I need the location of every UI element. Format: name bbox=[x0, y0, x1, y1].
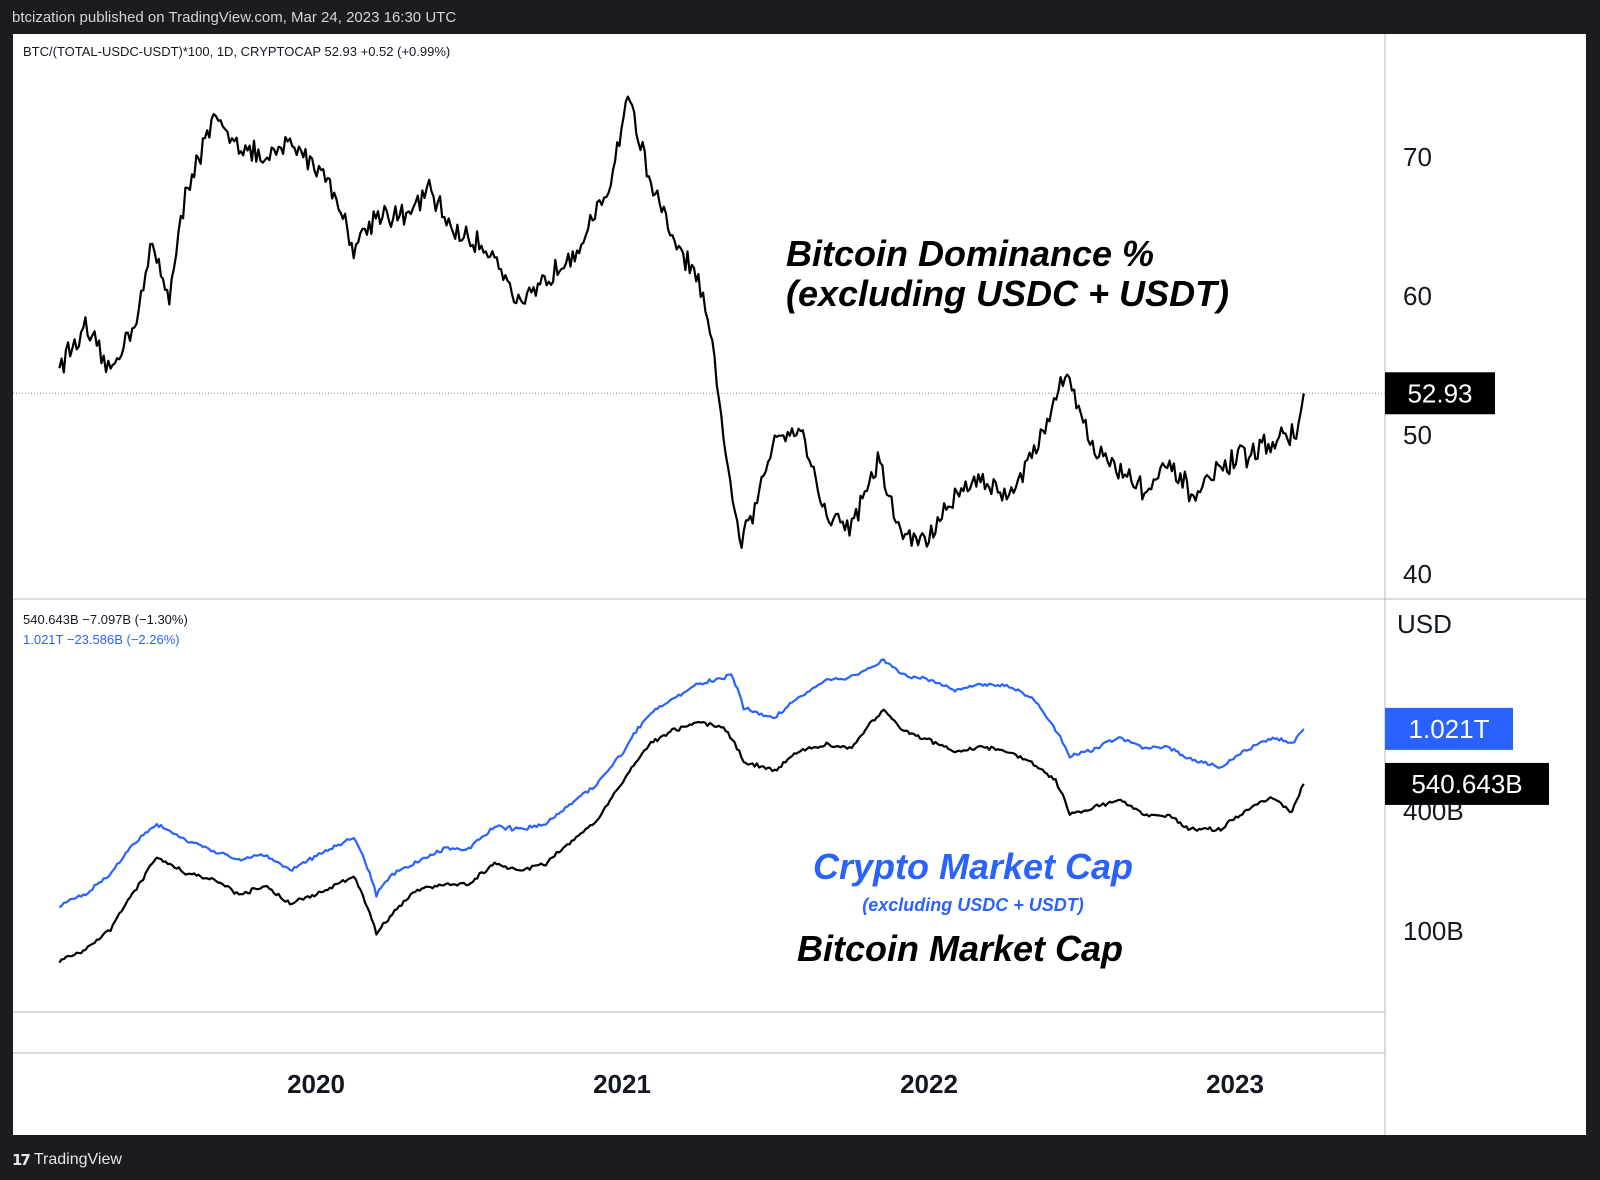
dominance-y-tick: 40 bbox=[1403, 559, 1432, 589]
chart-frame: BTC/(TOTAL-USDC-USDT)*100, 1D, CRYPTOCAP… bbox=[13, 34, 1586, 1135]
dominance-y-tick: 50 bbox=[1403, 420, 1432, 450]
total-market-cap-line bbox=[58, 658, 1305, 909]
time-axis[interactable]: 2020 2021 2022 2023 bbox=[287, 1069, 1264, 1099]
price-unit-label[interactable]: USD bbox=[1397, 609, 1452, 639]
total-cap-last-value-badge: 1.021T bbox=[1385, 707, 1513, 750]
chart-canvas[interactable]: BTC/(TOTAL-USDC-USDT)*100, 1D, CRYPTOCAP… bbox=[13, 34, 1586, 1135]
footer: 17 TradingView bbox=[12, 1148, 122, 1172]
time-tick: 2023 bbox=[1206, 1069, 1264, 1099]
dominance-y-tick: 70 bbox=[1403, 142, 1432, 172]
time-tick: 2021 bbox=[593, 1069, 651, 1099]
svg-text:1.021T: 1.021T bbox=[1409, 714, 1490, 744]
total-cap-subtitle: (excluding USDC + USDT) bbox=[862, 895, 1084, 915]
dominance-series-line bbox=[58, 95, 1305, 550]
time-tick: 2020 bbox=[287, 1069, 345, 1099]
tradingview-logo-icon[interactable]: 17 bbox=[12, 1151, 31, 1169]
btc-market-cap-line bbox=[58, 708, 1305, 964]
btc-cap-legend[interactable]: 540.643B −7.097B (−1.30%) bbox=[23, 612, 188, 627]
btc-cap-last-value-badge: 540.643B bbox=[1385, 762, 1549, 805]
market-cap-pane[interactable]: 540.643B −7.097B (−1.30%) 1.021T −23.586… bbox=[23, 609, 1549, 969]
symbol-legend[interactable]: BTC/(TOTAL-USDC-USDT)*100, 1D, CRYPTOCAP… bbox=[23, 44, 450, 59]
svg-text:52.93: 52.93 bbox=[1407, 378, 1472, 408]
btc-cap-title: Bitcoin Market Cap bbox=[797, 928, 1123, 969]
brand-label[interactable]: TradingView bbox=[33, 1151, 122, 1168]
dominance-subtitle: (excluding USDC + USDT) bbox=[786, 273, 1229, 314]
total-cap-title: Crypto Market Cap bbox=[813, 846, 1133, 887]
dominance-y-tick: 60 bbox=[1403, 281, 1432, 311]
dominance-last-value-badge: 52.93 bbox=[1385, 372, 1495, 415]
total-cap-legend[interactable]: 1.021T −23.586B (−2.26%) bbox=[23, 632, 180, 647]
dominance-pane[interactable]: BTC/(TOTAL-USDC-USDT)*100, 1D, CRYPTOCAP… bbox=[13, 44, 1495, 589]
mcap-y-tick: 100B bbox=[1403, 916, 1464, 946]
svg-text:540.643B: 540.643B bbox=[1411, 769, 1522, 799]
dominance-title: Bitcoin Dominance % bbox=[786, 233, 1154, 274]
publisher-header: btcization published on TradingView.com,… bbox=[12, 9, 457, 26]
time-tick: 2022 bbox=[900, 1069, 958, 1099]
